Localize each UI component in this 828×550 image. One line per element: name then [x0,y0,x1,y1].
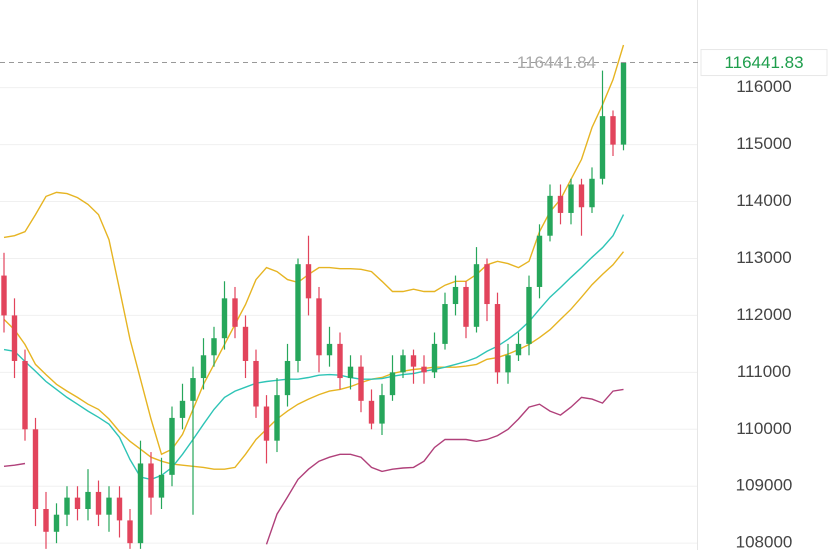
grid [0,87,697,544]
candle-body [578,184,585,208]
y-tick-label: 116000 [736,77,791,96]
candle-body [253,360,259,407]
candle-body [400,355,406,373]
candle-body [43,509,49,532]
candle-body [358,366,364,401]
candle-body [53,514,60,532]
candle-body [200,355,207,379]
last-price-label: 116441.83 [724,53,803,72]
candle-body [232,298,238,327]
candle-body [295,264,301,361]
y-tick-label: 112000 [736,305,791,324]
candle-body [64,497,70,515]
candle-body [305,264,312,299]
candle-body [421,366,427,373]
candle-body [568,184,574,213]
candle-body [242,326,249,361]
candle-body [127,520,133,544]
candle-body [190,378,196,401]
candle-body [599,116,606,179]
candle-body [316,298,322,356]
candle-body [137,463,144,544]
candle-body [536,235,543,287]
candle-body [442,304,448,344]
candle-body [148,463,154,498]
candle-body [410,355,417,367]
candle-body [515,343,522,356]
candle-body [547,195,553,236]
candle-body [32,429,39,510]
candle-body [347,366,354,379]
candle-body [452,286,459,305]
indicator-line [3,462,26,467]
candle-body [473,264,480,327]
candle-body [263,406,270,441]
y-tick-label: 114000 [736,191,791,210]
y-tick-label: 110000 [736,419,791,438]
marker-label: 116441.84 [517,53,596,72]
candles [1,62,627,549]
candle-body [211,338,217,356]
candle-body [494,304,501,373]
indicator-line [3,251,625,470]
candle-body [337,343,343,379]
candle-body [389,372,396,396]
candle-body [526,286,532,344]
y-tick-label: 109000 [736,476,793,495]
candle-body [326,343,333,356]
candle-body [95,491,102,515]
candle-body [274,395,280,441]
last-price-box [700,49,828,77]
candle-body [11,315,18,361]
candle-body [169,417,175,475]
indicator-line [265,388,624,545]
y-tick-label: 115000 [736,134,791,153]
candle-body [589,178,595,208]
candle-body [557,195,564,213]
candle-body [74,497,81,510]
candle-body [431,343,438,373]
price-overlay: 116441.83 116441.84 [0,49,828,77]
candle-body [22,360,28,430]
y-tick-label: 113000 [736,248,791,267]
candle-body [284,360,291,396]
candle-body [158,474,165,498]
y-tick-label: 108000 [736,533,793,550]
candle-body [368,400,375,424]
indicator-line [3,44,625,456]
candle-body [106,497,112,515]
candle-body [221,298,228,339]
indicator-line [3,214,625,481]
candle-body [1,275,7,316]
candle-body [116,497,123,521]
candle-body [484,264,490,305]
candle-body [85,491,91,510]
candle-body [463,286,469,327]
candle-body [610,116,616,145]
candle-body [505,355,511,373]
y-tick-label: 111000 [737,362,791,381]
candle-body [379,395,385,424]
candle-body [179,400,186,418]
candle-body [620,62,627,145]
